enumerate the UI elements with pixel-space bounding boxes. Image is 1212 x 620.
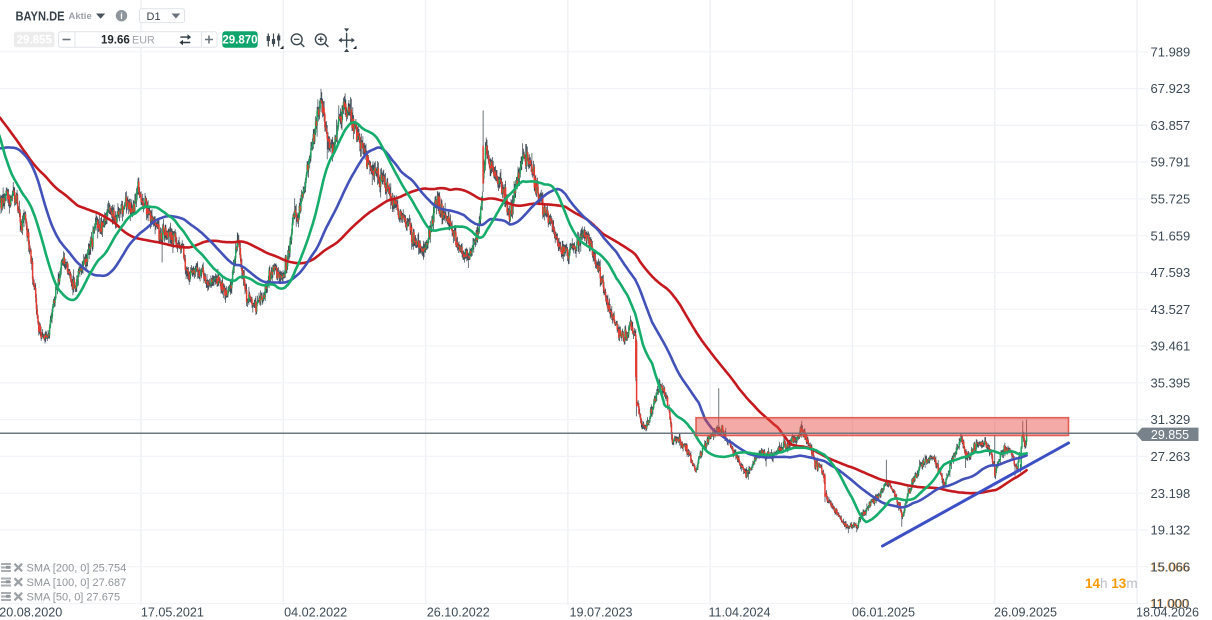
svg-text:51.659: 51.659 <box>1151 228 1191 243</box>
svg-text:29.855: 29.855 <box>1151 428 1189 442</box>
svg-text:11.000: 11.000 <box>1151 596 1190 611</box>
svg-text:18.04.2026: 18.04.2026 <box>1136 606 1199 620</box>
svg-text:11.000: 11.000 <box>1150 596 1189 611</box>
svg-text:Aktie: Aktie <box>69 11 92 22</box>
svg-text:15.066: 15.066 <box>1150 559 1190 574</box>
svg-text:55.725: 55.725 <box>1151 192 1191 207</box>
svg-text:26.10.2022: 26.10.2022 <box>427 606 490 620</box>
svg-text:EUR: EUR <box>132 35 155 47</box>
svg-text:47.593: 47.593 <box>1151 265 1191 280</box>
svg-text:43.527: 43.527 <box>1151 302 1191 317</box>
svg-text:19.66: 19.66 <box>101 35 130 47</box>
svg-text:35.395: 35.395 <box>1151 375 1191 390</box>
svg-text:31.329: 31.329 <box>1151 412 1191 427</box>
svg-text:39.461: 39.461 <box>1151 339 1191 354</box>
svg-text:i: i <box>120 11 123 21</box>
svg-text:SMA [50, 0] 27.675: SMA [50, 0] 27.675 <box>27 592 121 604</box>
svg-text:17.05.2021: 17.05.2021 <box>141 606 204 620</box>
svg-text:63.857: 63.857 <box>1151 118 1191 133</box>
svg-text:14h 13m: 14h 13m <box>1085 576 1138 591</box>
svg-text:67.923: 67.923 <box>1151 81 1191 96</box>
svg-text:15.066: 15.066 <box>1151 559 1191 574</box>
svg-text:59.791: 59.791 <box>1151 155 1191 170</box>
svg-text:06.01.2025: 06.01.2025 <box>852 606 915 620</box>
svg-text:SMA [200, 0] 25.754: SMA [200, 0] 25.754 <box>27 563 127 575</box>
svg-text:BAYN.DE: BAYN.DE <box>16 9 65 24</box>
svg-text:19.07.2023: 19.07.2023 <box>569 606 632 620</box>
svg-text:D1: D1 <box>147 11 161 23</box>
svg-text:23.198: 23.198 <box>1151 486 1191 501</box>
svg-text:19.132: 19.132 <box>1151 523 1191 538</box>
svg-text:SMA [100, 0] 27.687: SMA [100, 0] 27.687 <box>27 577 127 589</box>
svg-text:04.02.2022: 04.02.2022 <box>284 606 347 620</box>
svg-text:29.870: 29.870 <box>222 35 257 47</box>
svg-text:71.989: 71.989 <box>1151 44 1191 59</box>
svg-text:29.855: 29.855 <box>17 35 53 47</box>
svg-text:26.09.2025: 26.09.2025 <box>994 606 1057 620</box>
svg-text:11.04.2024: 11.04.2024 <box>708 606 770 620</box>
svg-text:27.263: 27.263 <box>1151 449 1191 464</box>
svg-text:20.08.2020: 20.08.2020 <box>0 606 62 620</box>
